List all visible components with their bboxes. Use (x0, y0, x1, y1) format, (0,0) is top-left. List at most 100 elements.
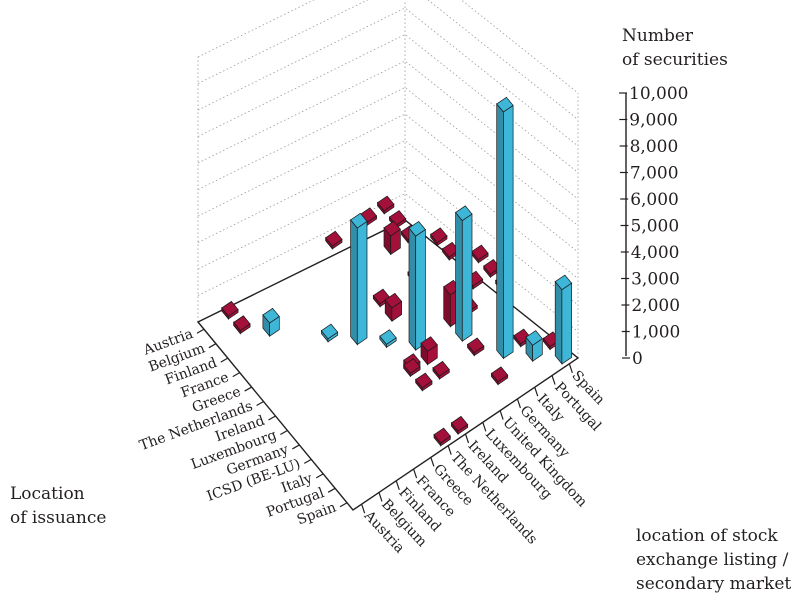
back-gridlines (197, 0, 579, 359)
listing-axis-title: secondary market (636, 574, 791, 594)
gridline (197, 113, 579, 253)
bar-face-top (450, 415, 469, 432)
issuance-tick (232, 372, 241, 378)
bars (221, 96, 573, 447)
listing-tick (568, 363, 573, 374)
listing-tick (378, 492, 383, 502)
vertical-tick-labels: 0 1,000 2,000 3,000 4,000 5,000 6,000 7,000 8,00… (619, 84, 688, 369)
vertical-tick-label: 9,000 (629, 111, 678, 131)
bar-face-left (554, 280, 563, 365)
vertical-tick-label: 5,000 (631, 217, 680, 237)
gridline (197, 34, 579, 173)
gridline (197, 0, 579, 94)
bar-cross-border-icsd-be-lu-germany (466, 337, 485, 357)
bar-cross-border-austria-belgium (221, 300, 239, 320)
bar-domestic-finland-finland (262, 307, 280, 338)
bar-face-top (525, 330, 543, 346)
bar-face-top (466, 337, 485, 354)
bar-face-top (384, 292, 403, 309)
bar-domestic-luxembourg-luxembourg (408, 221, 426, 352)
bar-cross-border-germany-luxembourg (420, 336, 438, 366)
bar-cross-border-austria-italy (376, 195, 395, 215)
bar-face-top (221, 300, 239, 317)
listing-tick (447, 445, 452, 455)
gridline (197, 7, 579, 147)
bar-cross-border-the-netherlands-spain (471, 244, 489, 264)
vertical-tick-label: 4,000 (631, 243, 680, 263)
issuance-tick (268, 415, 276, 421)
bar-face-top (554, 274, 573, 291)
bar-cross-border-austria-luxembourg (325, 230, 343, 250)
gridline (197, 0, 579, 120)
bar-domestic-greece-greece (320, 323, 339, 343)
listing-tick (516, 398, 521, 409)
bar-domestic-the-netherlands-the-netherlands (350, 212, 368, 346)
bar-face-top (433, 427, 451, 444)
bar-face-left (455, 211, 463, 343)
bar-cross-border-germany-ireland (403, 358, 421, 378)
floor-plane (196, 219, 580, 511)
issuance-tick (339, 502, 348, 508)
vertical-tick-label: 10,000 (629, 84, 688, 104)
bar-face-top (379, 329, 397, 345)
issuance-tick (220, 357, 229, 363)
bar-domestic-italy-italy (496, 96, 514, 360)
issuance-tick (303, 458, 312, 464)
bar-face-right (415, 228, 426, 351)
vertical-tick-label: 1,000 (632, 323, 681, 343)
vertical-tick-label: 3,000 (631, 270, 680, 290)
bar-cross-border-finland-germany (383, 220, 401, 256)
vertical-tick-label: 0 (632, 349, 643, 369)
bar-domestic-germany-germany (455, 205, 473, 343)
issuance-axis-title: Location (10, 484, 85, 504)
bar-face-right (461, 213, 473, 342)
listing-tick (464, 433, 470, 444)
vertical-tick-label: 7,000 (630, 164, 679, 184)
bar-face-top (403, 358, 421, 374)
listing-axis-title: location of stock (636, 526, 778, 546)
vertical-axis-title: of securities (622, 50, 728, 70)
issuance-tick (208, 343, 217, 349)
listing-tick (534, 387, 539, 397)
listing-tick (551, 375, 556, 385)
issuance-tick (327, 487, 336, 493)
listing-tick (482, 422, 487, 432)
bar-cross-border-france-portugal (430, 227, 448, 247)
listing-tick (361, 503, 366, 514)
gridline (197, 140, 579, 279)
bar-face-right (561, 282, 572, 365)
vertical-tick-label: 2,000 (631, 296, 680, 316)
issuance-tick (256, 401, 264, 407)
bar-face-top (262, 307, 280, 324)
bar-cross-border-portugal-germany (490, 366, 509, 386)
bar-cross-border-spain-ireland (450, 415, 469, 436)
bar-face-top (496, 96, 514, 113)
bar-face-right (503, 104, 514, 360)
bar-cross-border-icsd-be-lu-luxembourg (432, 360, 450, 380)
bar-face-top (432, 360, 450, 377)
issuance-tick (315, 473, 324, 479)
listing-axis-title: exchange listing / (636, 550, 789, 570)
bar-face-top (350, 212, 368, 229)
gridline (197, 60, 579, 200)
listing-tick (430, 457, 435, 467)
gridline (197, 87, 579, 226)
bar-face-top (325, 230, 343, 247)
vertical-axis-title: Number (622, 26, 694, 46)
issuance-tick (280, 429, 288, 435)
listing-tick (499, 410, 504, 420)
bar-face-top (430, 227, 448, 243)
bar-face-right (356, 220, 368, 346)
bar-domestic-spain-spain (554, 274, 573, 365)
vertical-tick-label: 6,000 (630, 190, 679, 210)
gridline (197, 193, 579, 332)
bar-cross-border-spain-the-netherlands (433, 427, 451, 447)
bar-domestic-portugal-portugal (525, 330, 543, 363)
listing-tick (395, 480, 400, 490)
bar-cross-border-belgium-belgium (233, 315, 251, 335)
bar-face-left (408, 227, 417, 352)
bar-face-top (383, 220, 401, 237)
bar-face-left (350, 218, 358, 346)
bar-domestic-ireland-ireland (379, 329, 397, 349)
